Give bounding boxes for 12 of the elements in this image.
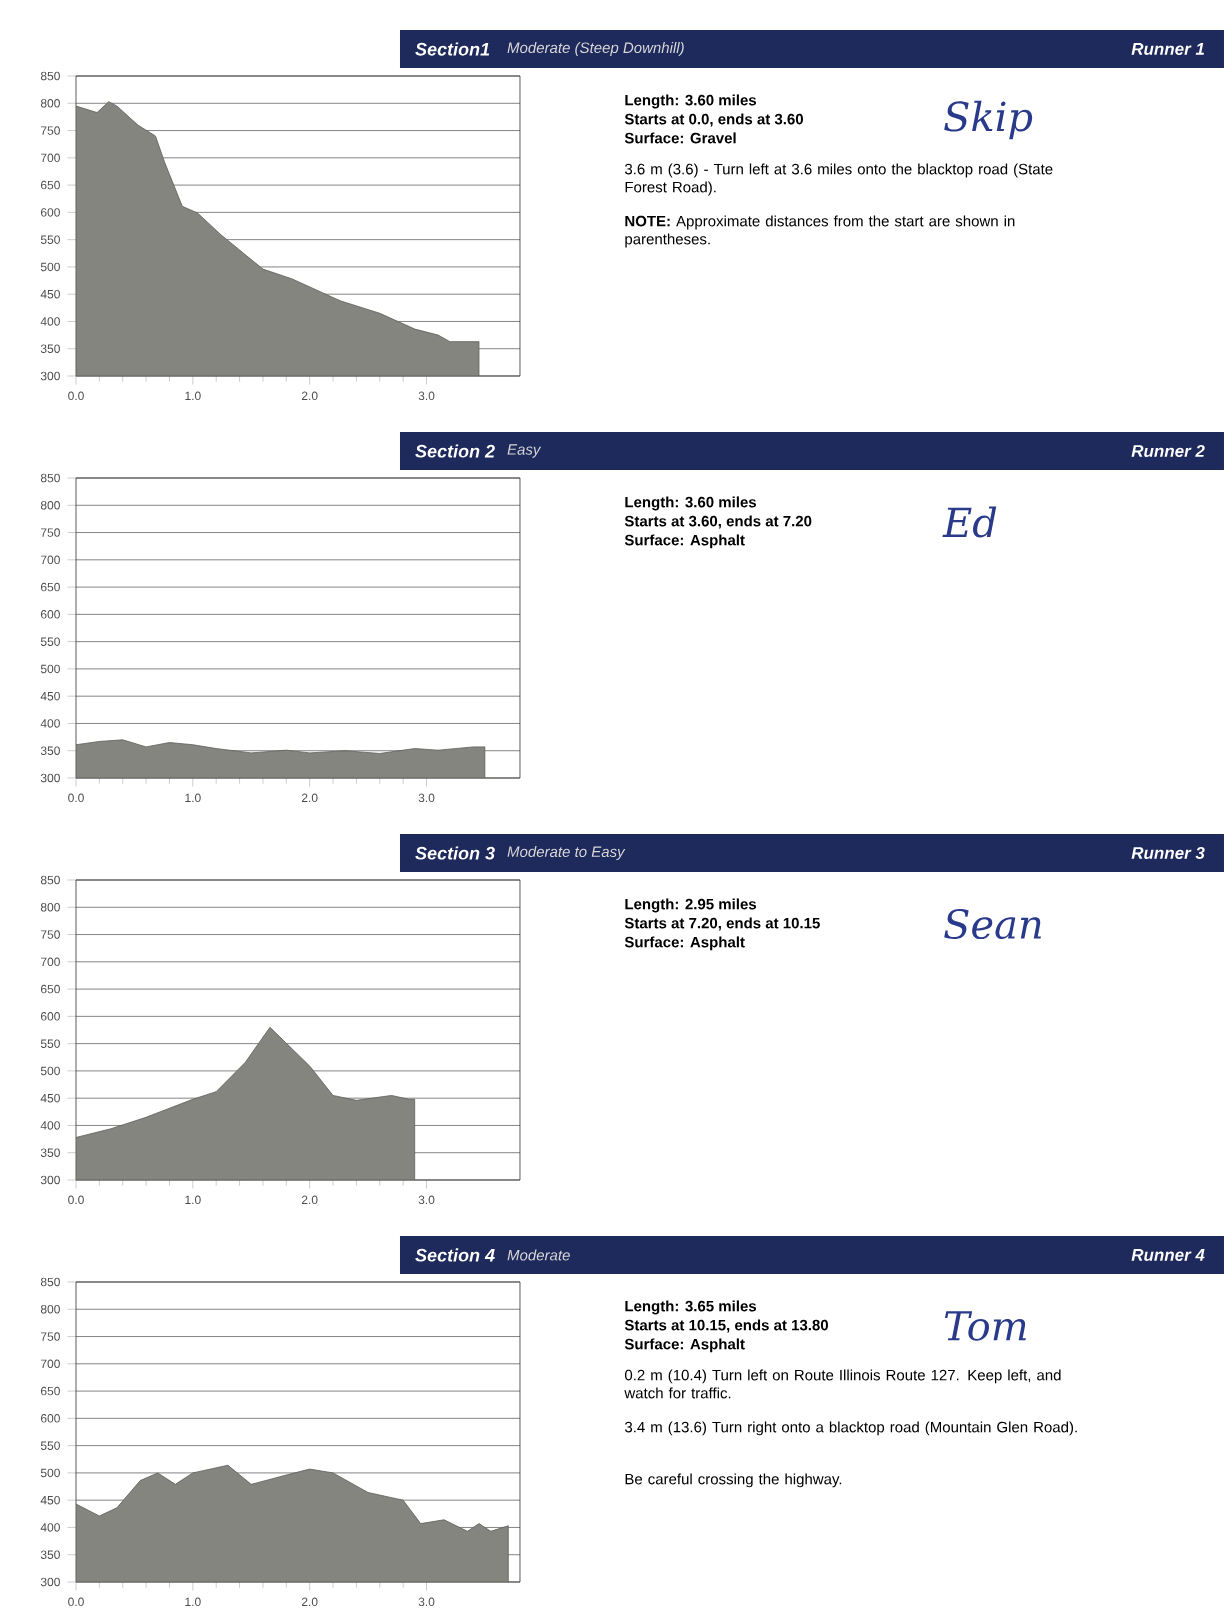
chart-title: Section 3 [415, 846, 495, 860]
chart-title: Section1 [415, 42, 490, 56]
text: Ed [942, 506, 997, 538]
chart-title: Section 4 [415, 1248, 495, 1262]
chart-title: Section 2 [415, 444, 495, 458]
text: Runner 3 [1131, 846, 1205, 859]
text: Runner 2 [1131, 444, 1205, 458]
text: Runner 4 [1131, 1249, 1205, 1261]
text: Tom [944, 1311, 1026, 1341]
text: Sean [944, 908, 1041, 940]
text: Skip [944, 100, 1033, 140]
text: Runner 1 [1131, 43, 1204, 55]
